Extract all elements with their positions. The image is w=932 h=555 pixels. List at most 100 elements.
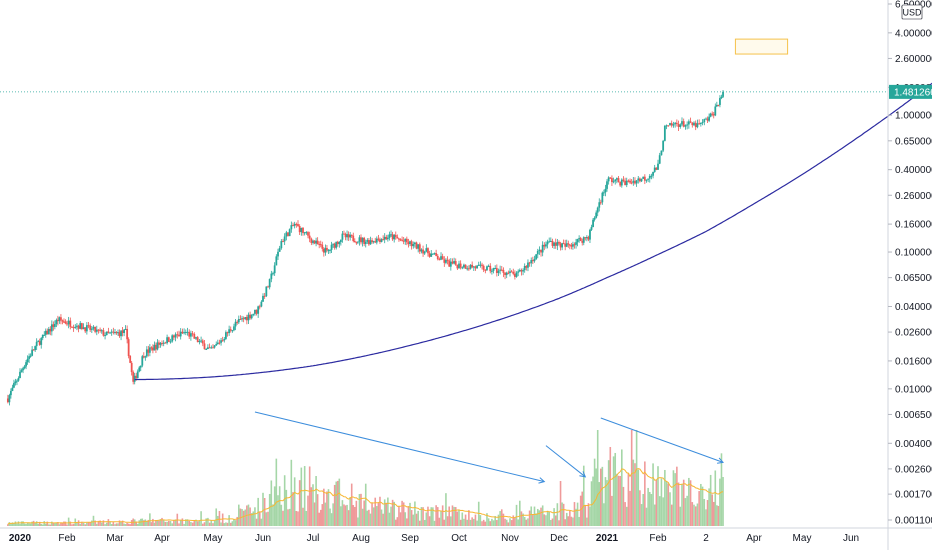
volume-bar [681,483,683,526]
volume-bar [55,523,58,526]
candle-body [453,261,455,264]
volume-bar [634,463,636,526]
candle-body [298,226,301,233]
candle-body [391,234,394,240]
volume-bar [497,514,500,526]
volume-bar [576,502,579,526]
volume-bar [79,523,82,526]
volume-bar [178,523,180,526]
candle-body [674,122,677,125]
candle-body [71,326,73,328]
volume-bar [632,459,635,526]
candle-body [625,180,628,186]
trend-arrow-line[interactable] [600,417,724,463]
candle-body [398,238,400,240]
candle-body [543,244,546,247]
volume-bar [474,514,477,526]
candle-body [207,347,209,350]
volume-bar [578,516,580,526]
volume-bar [519,500,521,526]
volume-bar [433,520,436,526]
volume-bar [327,489,330,526]
volume-bar [283,475,286,526]
candle-body [693,122,695,126]
trend-arrow-line[interactable] [545,445,586,478]
volume-bar [335,481,338,526]
volume-bar [693,504,695,526]
volume-bar [203,522,206,526]
candle-body [293,223,296,226]
candle-body [599,202,602,204]
x-tick-label: May [793,533,812,544]
candle-body [346,234,348,238]
volume-bar [202,523,204,526]
candle-body [114,332,116,334]
volume-bar [469,519,472,526]
volume-bar [642,493,644,526]
candle-body [596,207,599,213]
candle-body [13,383,15,388]
volume-bar [84,524,87,526]
volume-bar [366,510,369,526]
candle-body [414,242,416,245]
volume-bar [399,512,402,526]
volume-bar [71,524,73,526]
currency-badge-box[interactable] [901,4,923,20]
volume-bar [87,522,90,526]
candle-body [425,248,428,252]
candle-body [130,362,133,373]
candle-body [231,330,234,332]
candle-body [581,241,584,243]
candle-body [404,238,407,242]
target-box[interactable] [734,38,789,55]
candle-body [492,268,495,271]
y-tick-label: 0.001100 [895,516,932,527]
volume-bar [575,508,577,526]
volume-bar [135,521,138,526]
volume-bar [7,524,9,526]
candle-body [6,398,9,403]
candle-body [110,331,113,333]
candle-body [220,340,222,343]
trend-arrow-line[interactable] [254,411,545,483]
candle-body [509,271,511,273]
volume-bar [97,520,100,526]
volume-bar [282,510,284,526]
volume-bar [200,511,202,526]
currency-label: USD [902,8,922,18]
volume-bar [377,502,380,526]
candle-body [53,323,56,327]
volume-bar [144,519,147,526]
candle-body [60,317,62,321]
volume-bar [714,470,717,526]
candle-body [567,243,570,245]
candle-body [205,349,208,351]
x-tick-label: Jun [255,533,271,544]
volume-bar [446,516,449,526]
volume-bar [541,505,544,526]
volume-bar [669,492,671,526]
volume-bar [344,505,347,526]
candle-body [514,273,516,277]
candle-body [241,318,243,320]
volume-bar [441,505,444,526]
volume-bar [174,519,177,526]
candle-body [658,155,661,164]
volume-bar [162,519,165,526]
volume-bar [398,506,400,526]
candle-body [155,344,157,350]
candle-body [708,116,710,121]
candle-body [107,331,110,333]
volume-bar [706,500,709,526]
volume-bar [570,516,573,526]
candle-body [541,244,544,253]
candle-body [38,341,41,345]
candle-body [699,122,702,124]
exponential-curve[interactable] [134,76,932,381]
volume-bar [364,483,367,526]
candle-body [152,347,154,351]
candle-body [169,341,172,343]
candle-body [121,330,124,333]
